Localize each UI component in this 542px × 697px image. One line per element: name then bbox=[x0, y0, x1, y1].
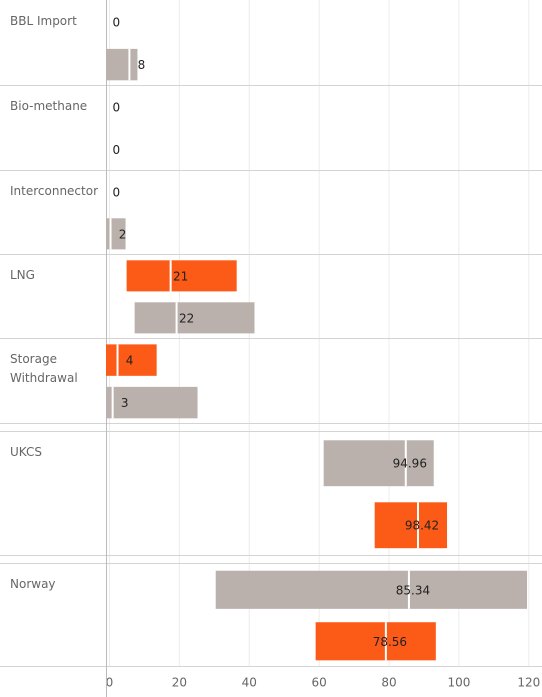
category-label: Interconnector bbox=[10, 184, 99, 198]
value-label: 21 bbox=[173, 269, 188, 283]
value-label: 94.96 bbox=[393, 457, 427, 471]
value-label: 2 bbox=[119, 227, 127, 241]
range-bar bbox=[106, 386, 198, 419]
value-label: 8 bbox=[138, 58, 146, 72]
x-tick-label: 60 bbox=[311, 676, 326, 690]
range-bar bbox=[315, 622, 436, 661]
x-tick-label: 120 bbox=[517, 676, 540, 690]
x-tick-label: 40 bbox=[242, 676, 257, 690]
category-label: Storage Withdrawal bbox=[10, 352, 78, 385]
value-label: 98.42 bbox=[405, 519, 439, 533]
value-label: 0 bbox=[112, 101, 120, 115]
value-label: 22 bbox=[179, 311, 194, 325]
value-label: 4 bbox=[126, 354, 134, 368]
category-label: BBL Import bbox=[10, 14, 77, 28]
value-label: 0 bbox=[112, 16, 120, 30]
x-tick-label: 80 bbox=[381, 676, 396, 690]
range-bar bbox=[215, 570, 528, 609]
range-bar bbox=[374, 502, 448, 549]
value-label: 3 bbox=[121, 396, 129, 410]
range-bar bbox=[126, 260, 237, 292]
range-bar bbox=[134, 302, 255, 334]
value-label: 0 bbox=[112, 185, 120, 199]
range-bar bbox=[106, 344, 157, 376]
x-tick-label: 20 bbox=[172, 676, 187, 690]
category-label: UKCS bbox=[10, 445, 42, 459]
range-bar bbox=[106, 48, 138, 81]
category-label: Norway bbox=[10, 577, 56, 591]
category-label: Bio-methane bbox=[10, 99, 88, 113]
value-label: 85.34 bbox=[396, 583, 430, 597]
value-label: 78.56 bbox=[373, 635, 407, 649]
x-tick-label: 0 bbox=[106, 676, 114, 690]
x-tick-label: 100 bbox=[447, 676, 470, 690]
range-bar bbox=[323, 440, 434, 487]
category-label: LNG bbox=[10, 268, 35, 282]
value-label: 0 bbox=[112, 143, 120, 157]
